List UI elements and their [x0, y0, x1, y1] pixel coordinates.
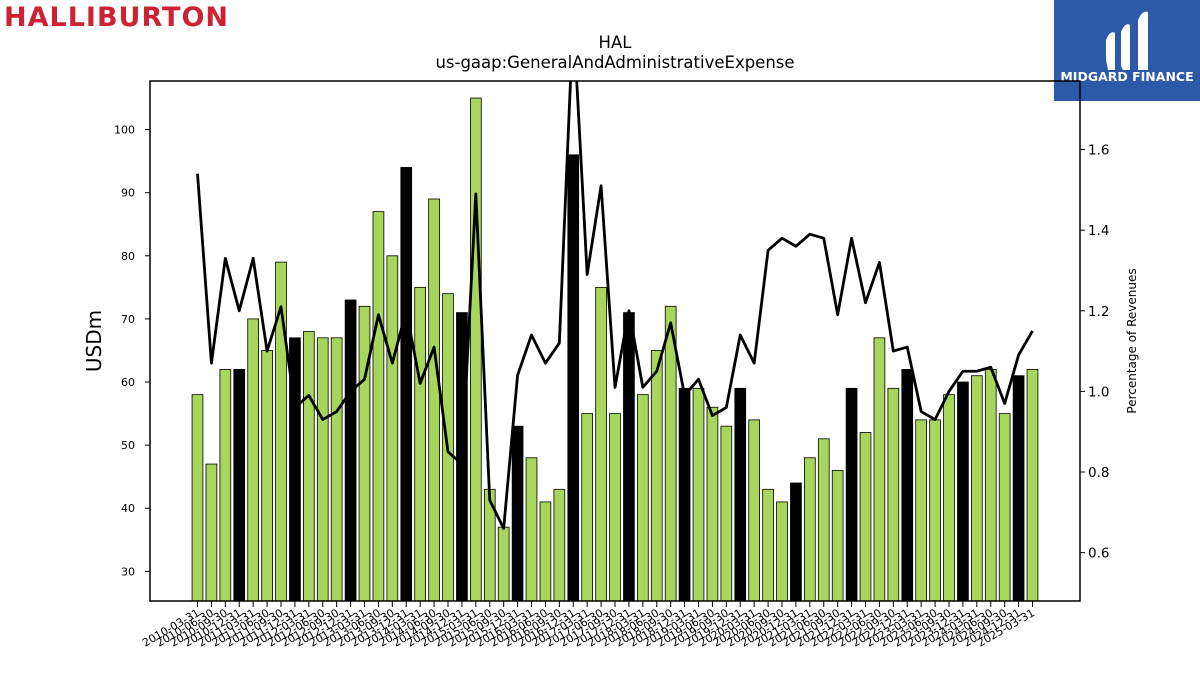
bar-2014-03-31 — [414, 286, 426, 602]
bar-2017-06-30 — [595, 286, 607, 602]
bar-2021-09-30 — [831, 469, 844, 602]
midgard-finance-badge: MIDGARD FINANCE — [1054, 0, 1200, 101]
bar-2010-03-31 — [191, 394, 204, 602]
bar-2020-12-31 — [790, 482, 802, 602]
bar-2022-09-30 — [887, 387, 900, 602]
y-axis: 30 40 50 60 70 80 90 100 — [114, 124, 150, 578]
bar-2021-06-30 — [817, 438, 830, 602]
midgard-logo-icon — [1106, 11, 1148, 70]
bar-2013-03-31 — [358, 305, 371, 602]
y2-tick-label: 0.6 — [1088, 546, 1109, 562]
bar-2022-12-31 — [901, 368, 914, 602]
y-tick-label: 70 — [121, 313, 135, 326]
bar-2016-06-30 — [539, 501, 552, 602]
bar-2016-03-31 — [525, 457, 538, 602]
bar-2022-03-31 — [859, 432, 872, 602]
bar-2012-03-31 — [303, 331, 315, 602]
bar-2018-12-31 — [678, 387, 691, 602]
bar-2019-12-31 — [734, 387, 747, 602]
chart-title: HAL — [599, 33, 633, 52]
y-tick-label: 90 — [121, 187, 135, 200]
x-axis: 2010-03-312010-06-302010-09-302010-12-31… — [140, 601, 1037, 650]
bar-2020-03-31 — [748, 419, 760, 602]
bar-2019-03-31 — [692, 387, 705, 602]
bar-2018-06-30 — [650, 350, 663, 602]
bar-2024-06-30 — [984, 368, 997, 602]
bar-2023-09-30 — [943, 394, 955, 602]
bar-2017-09-30 — [609, 413, 621, 602]
bar-2010-06-30 — [205, 463, 218, 602]
halliburton-logo: HALLIBURTON — [4, 2, 229, 33]
y-tick-label: 100 — [114, 124, 135, 137]
bar-series — [191, 97, 1039, 602]
bar-2015-12-31 — [511, 425, 524, 602]
bar-2012-06-30 — [316, 337, 329, 602]
bar-2021-03-31 — [804, 457, 816, 602]
y-tick-label: 30 — [121, 565, 135, 578]
badge-label: MIDGARD FINANCE — [1060, 69, 1194, 84]
bar-2013-12-31 — [400, 167, 413, 602]
bar-2019-09-30 — [720, 425, 733, 602]
y2-tick-label: 1.6 — [1088, 143, 1109, 159]
bar-2012-12-31 — [344, 299, 357, 602]
bar-2023-12-31 — [957, 381, 969, 602]
percentage-line — [196, 81, 1034, 530]
y-tick-label: 60 — [121, 376, 135, 389]
bar-2015-03-31 — [470, 97, 482, 602]
bar-2020-09-30 — [776, 501, 788, 602]
bar-2023-06-30 — [929, 419, 941, 602]
bar-2014-06-30 — [428, 198, 440, 602]
bar-2013-09-30 — [386, 255, 399, 602]
bar-2016-09-30 — [553, 488, 566, 602]
bar-2024-12-31 — [1012, 375, 1025, 602]
y2-tick-label: 1.0 — [1088, 384, 1109, 400]
bar-2024-09-30 — [998, 413, 1011, 602]
bar-2015-09-30 — [497, 526, 510, 602]
bar-2013-06-30 — [372, 211, 385, 602]
bar-2018-09-30 — [664, 305, 677, 602]
bar-2020-06-30 — [762, 488, 774, 602]
y2-tick-label: 0.8 — [1088, 465, 1109, 481]
y2-axis-label: Percentage of Revenues — [1125, 268, 1139, 413]
bar-2021-12-31 — [845, 387, 858, 602]
bar-2016-12-31 — [567, 154, 580, 602]
bar-2024-03-31 — [971, 375, 983, 602]
bar-2018-03-31 — [637, 394, 649, 602]
bar-2011-03-31 — [247, 318, 260, 602]
bar-2023-03-31 — [915, 419, 927, 602]
bar-2017-03-31 — [581, 413, 593, 602]
y-tick-label: 80 — [121, 250, 135, 263]
y-tick-label: 40 — [121, 502, 135, 515]
bar-2017-12-31 — [623, 312, 635, 602]
bar-2019-06-30 — [706, 406, 719, 602]
y2-axis: 0.6 0.8 1.0 1.2 1.4 1.6 — [1080, 143, 1109, 562]
bar-2025-03-31 — [1026, 368, 1039, 602]
y2-tick-label: 1.2 — [1088, 304, 1109, 320]
y-tick-label: 50 — [121, 439, 135, 452]
y2-tick-label: 1.4 — [1088, 223, 1109, 239]
bar-2011-06-30 — [261, 350, 273, 602]
bar-2012-09-30 — [330, 337, 343, 602]
chart-subtitle: us-gaap:GeneralAndAdministrativeExpense — [435, 53, 794, 72]
bar-2010-09-30 — [219, 368, 232, 602]
y-axis-label: USDm — [82, 310, 106, 372]
bar-2010-12-31 — [233, 368, 246, 602]
bar-2022-06-30 — [873, 337, 886, 602]
